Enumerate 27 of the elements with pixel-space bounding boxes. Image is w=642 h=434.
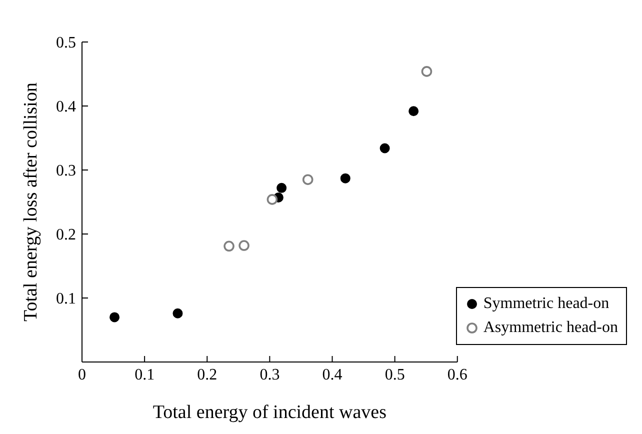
point xyxy=(266,194,278,205)
legend-label: Symmetric head-on xyxy=(483,294,610,314)
x-tick-label: 0.6 xyxy=(447,366,468,384)
y-tick-label: 0.2 xyxy=(56,226,76,244)
point xyxy=(302,174,314,185)
y-tick-label: 0.5 xyxy=(56,34,76,52)
x-tick-label: 0.4 xyxy=(322,366,342,384)
point xyxy=(224,240,234,252)
x-axis-title: Total energy of incident waves xyxy=(152,402,387,423)
y-tick-label: 0.3 xyxy=(56,162,76,180)
point xyxy=(380,143,390,154)
point xyxy=(340,173,350,184)
point xyxy=(172,308,183,318)
x-tick-label: 0.3 xyxy=(260,366,280,384)
point xyxy=(110,312,120,322)
y-axis-title: Total energy loss after collision xyxy=(20,82,42,322)
x-tick-label: 0 xyxy=(78,366,86,384)
x-tick-label: 0.1 xyxy=(134,366,155,384)
x-tick-label: 0.5 xyxy=(384,366,405,384)
y-tick-label: 0.1 xyxy=(56,290,76,308)
y-tick-label: 0.4 xyxy=(56,98,76,116)
point xyxy=(408,106,419,116)
legend-label: Asymmetric head-on xyxy=(483,318,618,338)
point xyxy=(421,66,432,77)
point xyxy=(238,240,250,251)
x-tick-label: 0.2 xyxy=(197,366,218,384)
point xyxy=(276,182,287,193)
